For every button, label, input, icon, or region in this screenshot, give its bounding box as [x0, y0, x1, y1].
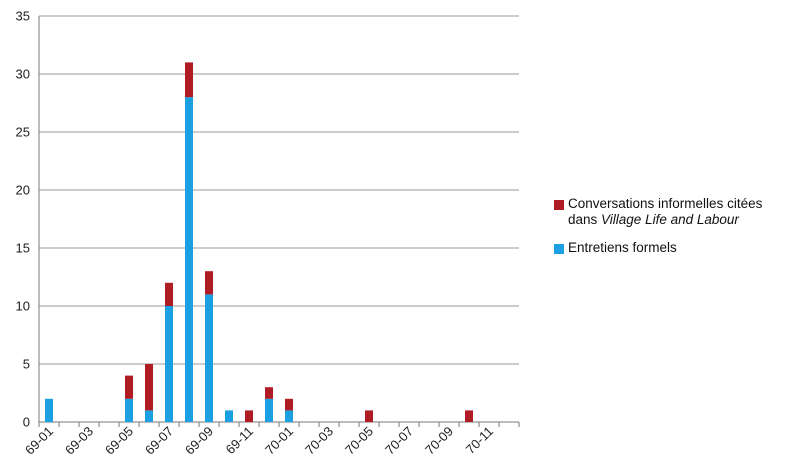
bar-formal — [45, 398, 53, 422]
bar-formal — [145, 410, 153, 422]
x-tick-label: 69-07 — [142, 424, 176, 458]
legend-label-informal: Conversations informelles citées dans Vi… — [568, 196, 763, 227]
bar-formal — [265, 398, 273, 422]
y-tick-label: 25 — [16, 125, 30, 140]
legend-label-formal: Entretiens formels — [568, 240, 677, 255]
bar-informal — [265, 387, 273, 399]
y-tick-label: 20 — [16, 183, 30, 198]
bar-informal — [185, 62, 193, 98]
bar-formal — [125, 398, 133, 422]
x-tick-label: 70-07 — [382, 424, 416, 458]
x-tick-label: 70-03 — [302, 424, 336, 458]
y-tick-label: 35 — [16, 9, 30, 24]
x-tick-label: 70-09 — [422, 424, 456, 458]
x-tick-label: 69-11 — [223, 424, 256, 457]
y-tick-label: 30 — [16, 67, 30, 82]
bar-formal — [205, 294, 213, 422]
x-tick-label: 70-01 — [262, 424, 296, 458]
legend-item-informal: Conversations informelles citées dans Vi… — [554, 196, 797, 228]
legend-swatch-informal — [554, 200, 564, 210]
bar-formal — [225, 410, 233, 422]
bar-informal — [125, 375, 133, 399]
bar-informal — [365, 410, 373, 422]
bar-informal — [465, 410, 473, 422]
bar-formal — [165, 306, 173, 422]
x-tick-label: 69-05 — [102, 424, 136, 458]
bar-informal — [165, 282, 173, 306]
legend-swatch-formal — [554, 244, 564, 254]
y-tick-label: 0 — [23, 415, 30, 430]
bar-informal — [145, 364, 153, 411]
legend-item-formal: Entretiens formels — [554, 240, 797, 256]
x-tick-label: 69-03 — [62, 424, 96, 458]
legend: Conversations informelles citées dans Vi… — [554, 196, 797, 268]
bar-formal — [185, 97, 193, 422]
bar-informal — [285, 398, 293, 411]
bar-formal — [285, 410, 293, 422]
x-tick-label: 70-11 — [463, 424, 496, 457]
x-tick-label: 69-09 — [182, 424, 216, 458]
bar-informal — [205, 271, 213, 295]
y-tick-label: 10 — [16, 299, 30, 314]
x-tick-label: 70-05 — [342, 424, 376, 458]
y-tick-label: 5 — [23, 357, 30, 372]
y-tick-label: 15 — [16, 241, 30, 256]
bar-informal — [245, 410, 253, 422]
